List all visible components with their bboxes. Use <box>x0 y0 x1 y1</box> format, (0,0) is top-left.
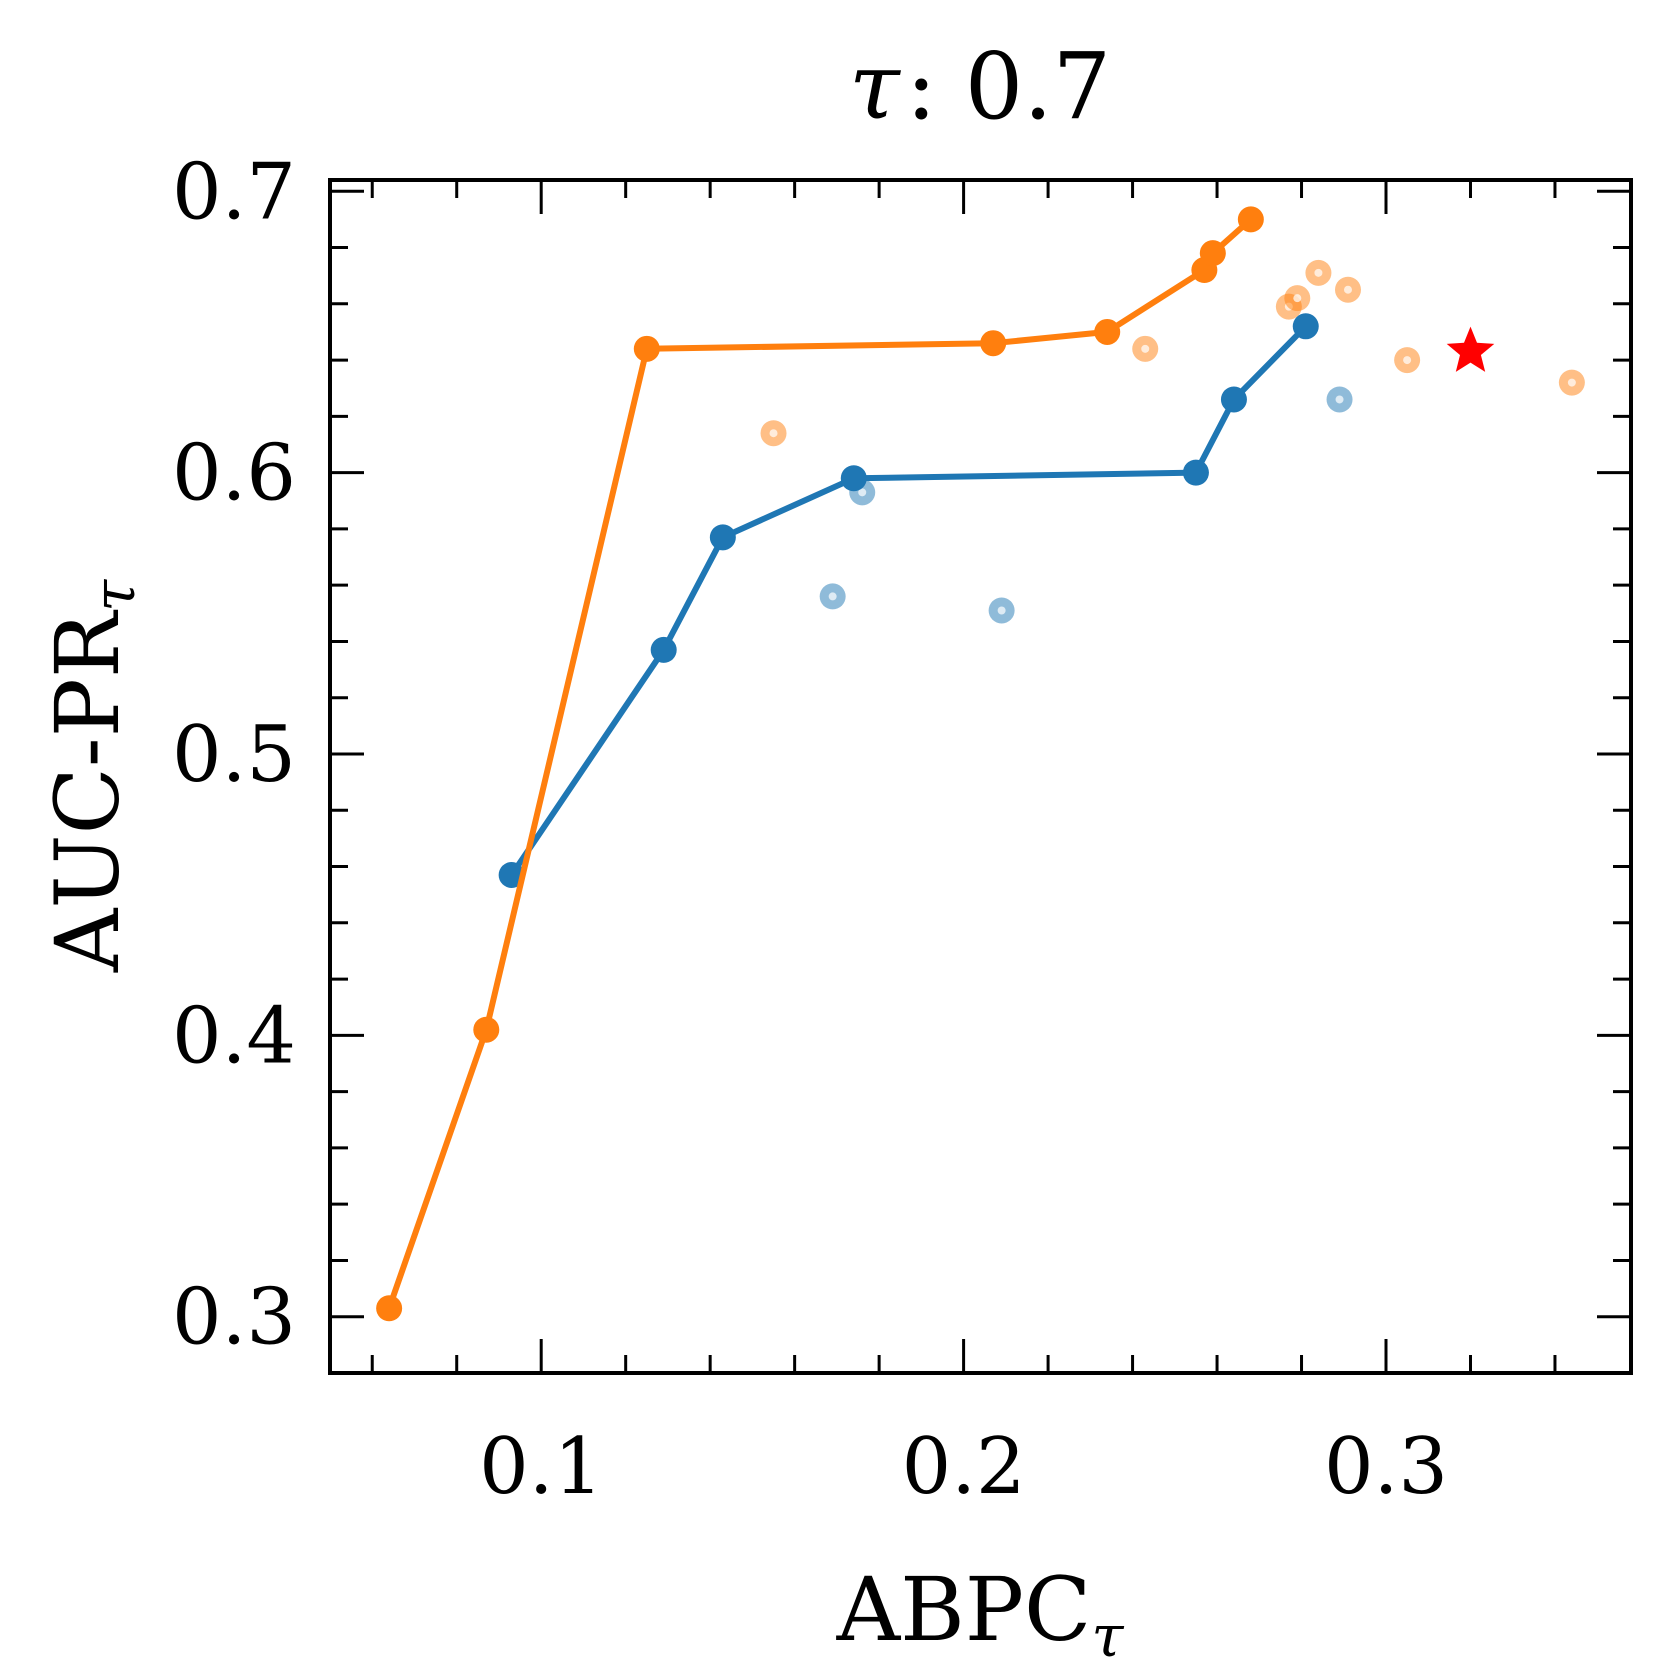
x-axis-title-sub: τ <box>1091 1602 1124 1657</box>
y-tick-label: 0.7 <box>172 147 296 237</box>
y-tick-label: 0.6 <box>172 429 296 519</box>
orange-other-point-core <box>1403 356 1412 365</box>
x-axis-title-main: ABPC <box>836 1558 1092 1657</box>
title-value: 0.7 <box>965 33 1111 140</box>
x-tick-label: 0.2 <box>902 1422 1026 1512</box>
title-symbol: τ <box>849 33 902 140</box>
blue-frontier-point <box>709 524 736 551</box>
orange-frontier-point <box>633 335 660 362</box>
orange-other-point <box>1394 347 1421 374</box>
orange-frontier-point <box>376 1295 403 1322</box>
orange-frontier-line <box>386 217 1253 1310</box>
orange-other-point <box>1305 259 1332 286</box>
blue-other-point <box>1326 386 1353 413</box>
orange-frontier-point <box>1199 240 1226 267</box>
orange-other-point <box>1132 335 1159 362</box>
blue-frontier-point <box>840 465 867 492</box>
y-tick-label: 0.3 <box>172 1273 296 1363</box>
orange-other-point-core <box>1314 268 1323 277</box>
orange-other-point-core <box>769 429 778 438</box>
y-axis-title-main: AUC-PR <box>36 609 139 973</box>
blue-other-point-core <box>828 592 837 601</box>
y-axis-title-sub: τ <box>80 579 148 612</box>
y-tick-label: 0.4 <box>172 991 296 1081</box>
blue-other-point-core <box>997 606 1006 615</box>
series-layer <box>376 206 1585 1322</box>
y-axis-title: AUC-PRτ <box>36 579 148 973</box>
orange-frontier-point <box>473 1016 500 1043</box>
blue-frontier-point <box>650 636 677 663</box>
y-tick-label: 0.5 <box>172 710 296 800</box>
orange-other-point <box>760 420 787 447</box>
blue-other-point-core <box>858 488 867 497</box>
orange-other-point <box>1334 276 1361 303</box>
blue-frontier-point <box>1220 386 1247 413</box>
orange-other-point-core <box>1343 285 1352 294</box>
x-tick-label: 0.1 <box>479 1422 603 1512</box>
orange-other-point-core <box>1293 294 1302 303</box>
orange-other-point-core <box>1567 378 1576 387</box>
plot-frame <box>328 178 1633 1375</box>
blue-frontier-point <box>498 861 525 888</box>
orange-other-point <box>1284 285 1311 312</box>
blue-frontier-point <box>1182 459 1209 486</box>
orange-frontier-point <box>1237 206 1264 233</box>
chart-title: τ: 0.7 <box>849 33 1111 140</box>
tick-layer <box>330 180 1631 1375</box>
blue-other-point <box>988 597 1015 624</box>
orange-frontier-point <box>1094 318 1121 345</box>
orange-frontier-point <box>980 330 1007 357</box>
x-axis-title: ABPCτ <box>836 1558 1125 1657</box>
orange-other-point <box>1558 369 1585 396</box>
title-sep: : <box>906 33 937 140</box>
orange-other-point-core <box>1141 344 1150 353</box>
highlight-star-marker <box>1446 326 1495 372</box>
blue-other-point <box>819 583 846 610</box>
x-tick-label: 0.3 <box>1324 1422 1448 1512</box>
blue-other-point-core <box>1335 395 1344 404</box>
blue-frontier-point <box>1292 313 1319 340</box>
label-layer: 0.1 0.2 0.3 0.3 0.4 0.5 0.6 0.7 <box>172 147 1448 1512</box>
